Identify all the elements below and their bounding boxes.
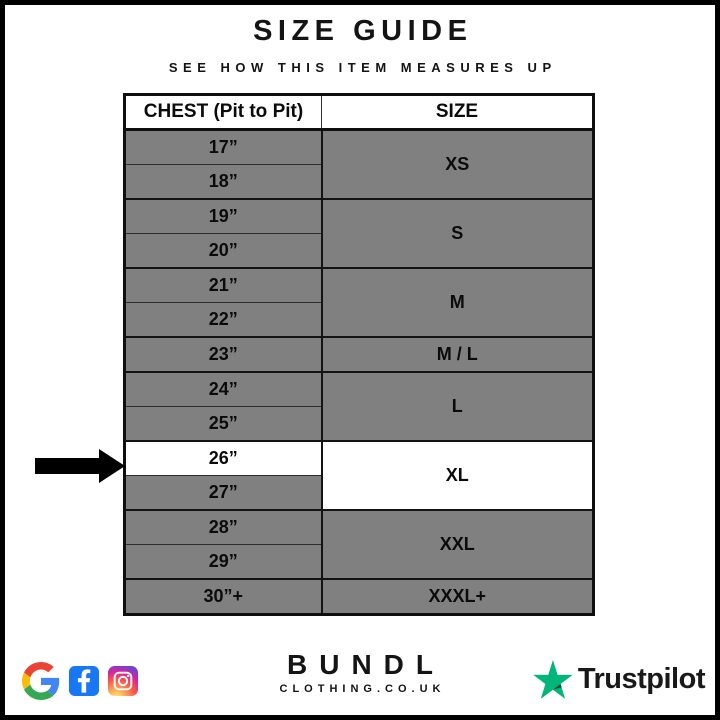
chest-cell: 25” xyxy=(124,406,322,442)
chest-cell: 29” xyxy=(124,544,322,580)
brand-name: BUNDL xyxy=(287,649,445,680)
table-row: 29” xyxy=(124,544,594,580)
table-row: 23” M / L xyxy=(124,336,594,373)
table-row: 20” xyxy=(124,233,594,269)
table-header-row: CHEST (Pit to Pit) SIZE xyxy=(124,93,594,131)
column-header-size: SIZE xyxy=(321,93,594,131)
chest-cell: 23” xyxy=(124,336,322,373)
chest-cell: 20” xyxy=(124,233,322,269)
table-row-highlighted: 26” XL xyxy=(124,440,594,511)
size-cell-xs: XS xyxy=(320,128,594,200)
chest-cell: 22” xyxy=(124,302,322,338)
chest-cell: 24” xyxy=(124,371,322,407)
table-row: 30”+ XXXL+ xyxy=(124,578,594,615)
trustpilot-star-icon xyxy=(533,660,578,699)
size-chart-table: CHEST (Pit to Pit) SIZE 17” XS 18” 19” S… xyxy=(123,93,595,616)
size-cell-xxxl: XXXL+ xyxy=(320,578,594,615)
chest-cell: 30”+ xyxy=(124,578,322,615)
table-row: 27” xyxy=(124,475,594,511)
facebook-icon xyxy=(69,666,99,696)
size-cell-l: L xyxy=(320,371,594,442)
table-row: 21” M xyxy=(124,267,594,338)
chest-cell-highlighted: 26” xyxy=(124,440,322,476)
table-row: 24” L xyxy=(124,371,594,442)
chest-cell: 17” xyxy=(124,128,322,165)
chest-cell: 28” xyxy=(124,509,322,545)
brand-domain: CLOTHING.CO.UK xyxy=(279,683,446,695)
instagram-icon xyxy=(108,666,138,696)
page-subtitle: SEE HOW THIS ITEM MEASURES UP xyxy=(168,60,557,75)
chest-cell: 19” xyxy=(124,198,322,234)
social-icons xyxy=(22,662,138,700)
table-row: 28” XXL xyxy=(124,509,594,580)
table-row: 25” xyxy=(124,406,594,442)
column-header-chest: CHEST (Pit to Pit) xyxy=(124,93,322,131)
size-cell-s: S xyxy=(320,198,594,269)
size-cell-m-l: M / L xyxy=(320,336,594,373)
table-row: 19” S xyxy=(124,198,594,269)
size-cell-xl-highlighted: XL xyxy=(320,440,594,511)
chest-cell: 18” xyxy=(124,164,322,200)
trustpilot-label: Trustpilot xyxy=(577,663,706,695)
brand-logo: BUNDL CLOTHING.CO.UK xyxy=(5,649,715,695)
page-title: SIZE GUIDE xyxy=(253,15,473,47)
table-row: 17” XS xyxy=(124,128,594,200)
trustpilot-logo: Trustpilot xyxy=(533,660,706,699)
selected-size-arrow-icon xyxy=(33,448,125,484)
size-cell-m: M xyxy=(320,267,594,338)
table-row: 18” xyxy=(124,164,594,200)
chest-cell: 27” xyxy=(124,475,322,511)
size-cell-xxl: XXL xyxy=(320,509,594,580)
chest-cell: 21” xyxy=(124,267,322,303)
google-icon xyxy=(22,662,60,700)
